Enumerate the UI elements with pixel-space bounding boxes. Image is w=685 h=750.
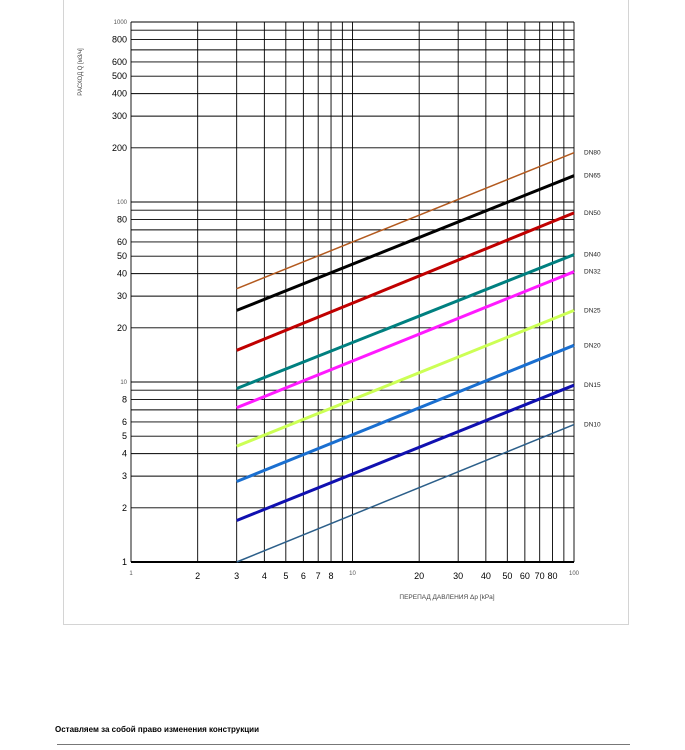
y-tick-label: 200 bbox=[112, 143, 127, 153]
y-tick-label: 2 bbox=[122, 503, 127, 513]
y-tick-label: 1 bbox=[122, 557, 127, 567]
x-tick-label: 10 bbox=[349, 571, 356, 577]
series-label-dn25: DN25 bbox=[584, 307, 601, 314]
x-tick-label: 40 bbox=[481, 571, 491, 581]
y-tick-label: 10 bbox=[120, 380, 127, 386]
x-tick-label: 1 bbox=[129, 571, 133, 577]
y-tick-label: 800 bbox=[112, 34, 127, 44]
series-line-dn25 bbox=[236, 309, 575, 448]
y-tick-label: 60 bbox=[117, 237, 127, 247]
y-tick-label: 50 bbox=[117, 251, 127, 261]
y-tick-label: 5 bbox=[122, 431, 127, 441]
x-tick-label: 60 bbox=[520, 571, 530, 581]
footer-note: Оставляем за собой право изменения конст… bbox=[55, 725, 259, 734]
y-tick-label: 8 bbox=[122, 394, 127, 404]
series-line-dn65 bbox=[236, 174, 575, 312]
x-tick-label: 80 bbox=[548, 571, 558, 581]
series-label-dn20: DN20 bbox=[584, 342, 601, 349]
series-lines bbox=[236, 152, 575, 563]
series-line-dn80 bbox=[236, 152, 575, 290]
y-tick-label: 6 bbox=[122, 417, 127, 427]
x-tick-label: 7 bbox=[316, 571, 321, 581]
x-tick-label: 30 bbox=[453, 571, 463, 581]
chart-frame bbox=[63, 0, 629, 625]
series-line-dn15 bbox=[236, 383, 575, 522]
series-label-dn80: DN80 bbox=[584, 150, 601, 157]
footer-divider bbox=[57, 744, 630, 745]
series-label-dn10: DN10 bbox=[584, 422, 601, 429]
y-tick-label: 100 bbox=[117, 200, 128, 206]
x-tick-label: 3 bbox=[234, 571, 239, 581]
x-axis-label: ПЕРЕПАД ДАВЛЕНИЯ Δp [kPa] bbox=[399, 594, 494, 601]
series-line-dn32 bbox=[236, 270, 575, 410]
series-label-dn15: DN15 bbox=[584, 382, 601, 389]
y-tick-label: 300 bbox=[112, 111, 127, 121]
x-tick-label: 2 bbox=[195, 571, 200, 581]
x-tick-label: 70 bbox=[535, 571, 545, 581]
y-tick-label: 500 bbox=[112, 71, 127, 81]
y-tick-label: 40 bbox=[117, 269, 127, 279]
x-tick-label: 5 bbox=[283, 571, 288, 581]
series-label-dn50: DN50 bbox=[584, 210, 601, 217]
y-axis-label: РАСХОД Q [м3/ч] bbox=[78, 48, 84, 96]
y-tick-label: 1000 bbox=[114, 20, 128, 26]
series-line-dn20 bbox=[236, 343, 575, 483]
y-tick-label: 30 bbox=[117, 291, 127, 301]
tick-labels: 1 2 3 4 5 6 7 8 10 20 30 40 50 60 70 80 1001234568102030… bbox=[112, 20, 580, 581]
series-line-dn10 bbox=[236, 423, 575, 563]
series-label-dn40: DN40 bbox=[584, 252, 601, 259]
series-label-dn32: DN32 bbox=[584, 269, 601, 276]
x-tick-label: 20 bbox=[414, 571, 424, 581]
y-tick-label: 600 bbox=[112, 57, 127, 67]
y-tick-label: 400 bbox=[112, 89, 127, 99]
x-tick-label: 4 bbox=[262, 571, 267, 581]
x-tick-label: 8 bbox=[329, 571, 334, 581]
x-tick-label: 50 bbox=[502, 571, 512, 581]
grid bbox=[130, 21, 575, 563]
series-labels: DN80 DN65 DN50 DN40 DN32 DN25 DN20 DN15 DN10 bbox=[584, 150, 601, 429]
series-label-dn65: DN65 bbox=[584, 173, 601, 180]
series-line-dn50 bbox=[236, 211, 575, 352]
y-tick-label: 4 bbox=[122, 449, 127, 459]
x-tick-label: 100 bbox=[569, 571, 580, 577]
y-tick-label: 80 bbox=[117, 214, 127, 224]
y-tick-label: 3 bbox=[122, 471, 127, 481]
x-tick-label: 6 bbox=[301, 571, 306, 581]
series-line-dn40 bbox=[236, 253, 575, 390]
y-tick-label: 20 bbox=[117, 323, 127, 333]
